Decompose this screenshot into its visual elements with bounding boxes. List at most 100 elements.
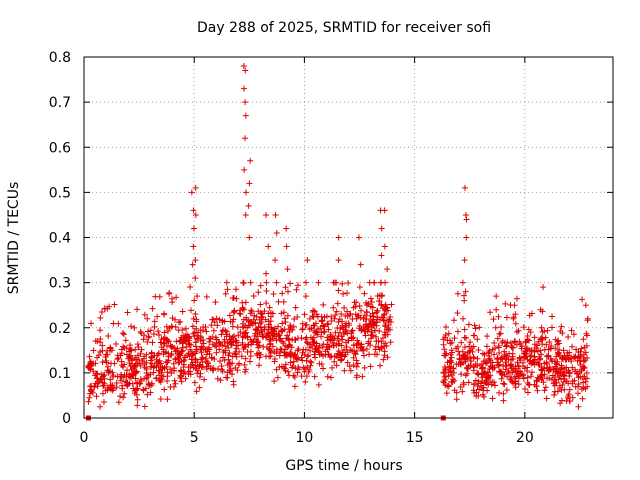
data-point-1991	[538, 324, 545, 331]
data-point-1179	[114, 356, 121, 363]
data-point-1129	[199, 354, 206, 361]
data-point-1010	[266, 345, 273, 352]
data-point-1210	[168, 344, 175, 351]
data-point-1728	[554, 338, 561, 345]
data-point-1473	[538, 351, 545, 358]
data-point-1923	[561, 365, 568, 372]
data-point-1173	[156, 372, 163, 379]
data-point-1788	[511, 380, 518, 387]
data-point-1145	[255, 339, 262, 346]
data-point-1805	[450, 317, 457, 324]
data-point-1922	[561, 386, 568, 393]
data-point-1097	[238, 353, 245, 360]
data-point-1003	[103, 359, 110, 366]
data-point-1141	[185, 350, 192, 357]
data-point-946	[161, 386, 168, 393]
data-point-1971	[378, 252, 385, 259]
data-point-1188	[372, 343, 379, 350]
data-point-999	[141, 375, 148, 382]
data-point-1912	[556, 384, 563, 391]
data-point-933	[212, 334, 219, 341]
data-point-1276	[282, 318, 289, 325]
data-point-114	[85, 398, 92, 405]
data-point-1376	[462, 372, 469, 379]
data-point-917	[154, 352, 161, 359]
data-point-1244	[263, 287, 270, 294]
data-point-1976	[381, 207, 388, 214]
data-point-1023	[237, 311, 244, 318]
data-point-952	[320, 365, 327, 372]
data-point-1230	[290, 358, 297, 365]
data-point-1617	[496, 350, 503, 357]
data-point-1109	[329, 337, 336, 344]
data-point-1764	[480, 365, 487, 372]
data-point-1335	[494, 335, 501, 342]
data-point-1988	[493, 293, 500, 300]
data-point-989	[145, 333, 152, 340]
data-point-768	[233, 345, 240, 352]
data-point-1266	[353, 372, 360, 379]
data-point-623	[196, 373, 203, 380]
data-point-817	[248, 307, 255, 314]
data-point-1158	[338, 310, 345, 317]
data-point-460	[193, 346, 200, 353]
data-point-1093	[384, 331, 391, 338]
data-point-1166	[251, 333, 258, 340]
data-point-1869	[442, 332, 449, 339]
data-point-1831	[568, 354, 575, 361]
data-point-1122	[264, 329, 271, 336]
data-point-966	[270, 328, 277, 335]
data-point-1668	[467, 362, 474, 369]
data-point-1956	[272, 211, 279, 218]
data-point-924	[372, 327, 379, 334]
data-point-1967	[356, 284, 363, 291]
data-point-728	[277, 335, 284, 342]
data-point-765	[164, 377, 171, 384]
data-point-551	[281, 365, 288, 372]
data-point-1766	[445, 330, 452, 337]
data-point-960	[192, 311, 199, 318]
data-point-611	[144, 328, 151, 335]
data-point-1236	[220, 326, 227, 333]
data-point-1017	[341, 304, 348, 311]
data-point-1875	[445, 369, 452, 376]
data-point-518	[330, 304, 337, 311]
data-point-1284	[256, 354, 263, 361]
data-point-613	[333, 308, 340, 315]
data-point-29	[187, 284, 194, 291]
data-point-1177	[310, 339, 317, 346]
data-point-1679	[575, 403, 582, 410]
data-point-1054	[141, 403, 148, 410]
data-point-418	[188, 307, 195, 314]
data-point-1243	[204, 346, 211, 353]
data-point-1470	[458, 371, 465, 378]
data-point-498	[302, 378, 309, 385]
data-point-1895	[539, 328, 546, 335]
data-point-1290	[240, 279, 247, 286]
data-point-513	[324, 334, 331, 341]
data-point-1078	[235, 362, 242, 369]
data-point-1352	[476, 386, 483, 393]
data-point-778	[303, 321, 310, 328]
data-point-1366	[441, 346, 448, 353]
data-point-971	[353, 299, 360, 306]
data-point-1226	[258, 328, 265, 335]
data-point-1846	[582, 357, 589, 364]
data-point-976	[206, 350, 213, 357]
data-point-1020	[299, 357, 306, 364]
data-point-1898	[517, 368, 524, 375]
data-point-620	[262, 316, 269, 323]
data-point-938	[311, 373, 318, 380]
data-point-704	[191, 329, 198, 336]
data-point-1069	[137, 376, 144, 383]
data-point-767	[166, 289, 173, 296]
data-point-1124	[185, 333, 192, 340]
data-point-873	[140, 336, 147, 343]
data-point-644	[316, 360, 323, 367]
data-point-605	[334, 325, 341, 332]
data-point-1291	[342, 312, 349, 319]
data-point-247	[151, 318, 158, 325]
data-point-1157	[363, 346, 370, 353]
data-point-304	[303, 373, 310, 380]
data-point-1164	[307, 362, 314, 369]
